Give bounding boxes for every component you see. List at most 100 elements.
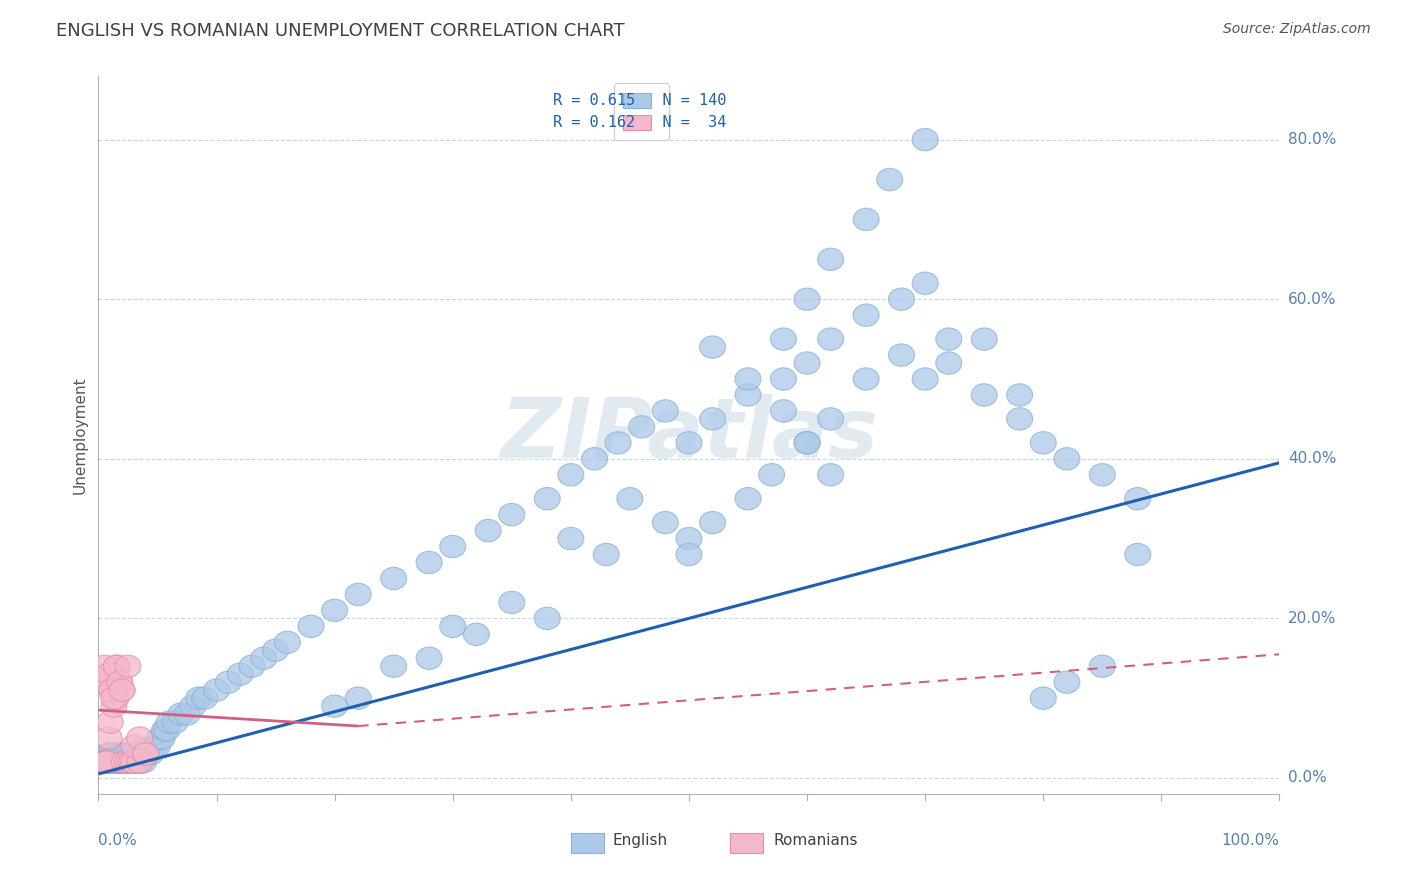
Ellipse shape: [132, 743, 159, 765]
Ellipse shape: [107, 743, 132, 765]
Ellipse shape: [853, 368, 879, 390]
Text: 80.0%: 80.0%: [1288, 132, 1336, 147]
Ellipse shape: [115, 743, 141, 765]
Ellipse shape: [794, 288, 820, 310]
Text: 20.0%: 20.0%: [1288, 611, 1336, 626]
Ellipse shape: [103, 751, 129, 773]
Ellipse shape: [676, 543, 702, 566]
Ellipse shape: [191, 687, 218, 709]
Ellipse shape: [110, 751, 135, 773]
Ellipse shape: [103, 751, 129, 773]
Ellipse shape: [110, 679, 135, 701]
Ellipse shape: [108, 751, 134, 773]
Ellipse shape: [96, 727, 122, 749]
Text: 40.0%: 40.0%: [1288, 451, 1336, 467]
Ellipse shape: [972, 328, 997, 351]
Ellipse shape: [138, 743, 163, 765]
Ellipse shape: [132, 743, 159, 765]
Ellipse shape: [180, 695, 205, 717]
Ellipse shape: [91, 751, 117, 773]
Bar: [730, 832, 763, 853]
Text: ZIPatlas: ZIPatlas: [501, 394, 877, 475]
Ellipse shape: [593, 543, 619, 566]
Ellipse shape: [89, 751, 115, 773]
Ellipse shape: [111, 743, 138, 765]
Ellipse shape: [770, 328, 796, 351]
Ellipse shape: [104, 743, 131, 765]
Ellipse shape: [96, 663, 122, 685]
Ellipse shape: [652, 400, 678, 422]
Ellipse shape: [139, 735, 166, 757]
Ellipse shape: [250, 647, 277, 669]
Ellipse shape: [936, 351, 962, 375]
Ellipse shape: [93, 751, 118, 773]
Ellipse shape: [818, 464, 844, 486]
Ellipse shape: [464, 624, 489, 646]
Ellipse shape: [94, 743, 121, 765]
Ellipse shape: [617, 488, 643, 510]
Ellipse shape: [115, 751, 141, 773]
Ellipse shape: [117, 751, 142, 773]
Ellipse shape: [152, 719, 177, 741]
Ellipse shape: [770, 400, 796, 422]
Ellipse shape: [146, 727, 173, 749]
Ellipse shape: [104, 751, 131, 773]
Ellipse shape: [96, 751, 122, 773]
Ellipse shape: [381, 655, 406, 677]
Ellipse shape: [127, 751, 153, 773]
Text: 60.0%: 60.0%: [1288, 292, 1336, 307]
Ellipse shape: [100, 751, 125, 773]
Ellipse shape: [125, 751, 152, 773]
Ellipse shape: [110, 751, 136, 773]
Ellipse shape: [98, 679, 124, 701]
Ellipse shape: [149, 727, 176, 749]
Ellipse shape: [700, 408, 725, 430]
Ellipse shape: [107, 671, 132, 693]
Ellipse shape: [94, 751, 121, 773]
Ellipse shape: [1090, 464, 1115, 486]
Ellipse shape: [239, 655, 264, 677]
Text: Romanians: Romanians: [773, 833, 859, 848]
Text: English: English: [612, 833, 668, 848]
Ellipse shape: [818, 408, 844, 430]
Ellipse shape: [100, 751, 125, 773]
Ellipse shape: [110, 751, 135, 773]
Ellipse shape: [794, 432, 820, 454]
Ellipse shape: [111, 751, 138, 773]
Ellipse shape: [104, 655, 131, 677]
Ellipse shape: [156, 711, 183, 733]
Ellipse shape: [1031, 432, 1056, 454]
Ellipse shape: [107, 751, 132, 773]
Y-axis label: Unemployment: Unemployment: [72, 376, 87, 493]
Ellipse shape: [628, 416, 655, 438]
Ellipse shape: [94, 671, 120, 693]
Ellipse shape: [794, 351, 820, 375]
Ellipse shape: [381, 567, 406, 590]
Ellipse shape: [1007, 384, 1032, 406]
Ellipse shape: [118, 751, 145, 773]
Ellipse shape: [186, 687, 212, 709]
Ellipse shape: [605, 432, 631, 454]
Ellipse shape: [135, 743, 162, 765]
Ellipse shape: [558, 464, 583, 486]
Ellipse shape: [122, 751, 148, 773]
Ellipse shape: [652, 511, 678, 533]
Ellipse shape: [416, 551, 441, 574]
Ellipse shape: [97, 751, 124, 773]
Ellipse shape: [97, 743, 124, 765]
Ellipse shape: [110, 679, 135, 701]
Ellipse shape: [346, 583, 371, 606]
Ellipse shape: [1054, 671, 1080, 693]
Ellipse shape: [121, 751, 146, 773]
Ellipse shape: [115, 655, 141, 677]
Ellipse shape: [174, 703, 200, 725]
Ellipse shape: [1007, 408, 1032, 430]
Ellipse shape: [97, 743, 124, 765]
Ellipse shape: [322, 695, 347, 717]
Ellipse shape: [228, 663, 253, 685]
Ellipse shape: [153, 719, 180, 741]
Ellipse shape: [676, 527, 702, 549]
Ellipse shape: [121, 751, 146, 773]
Ellipse shape: [93, 751, 118, 773]
Ellipse shape: [111, 751, 138, 773]
